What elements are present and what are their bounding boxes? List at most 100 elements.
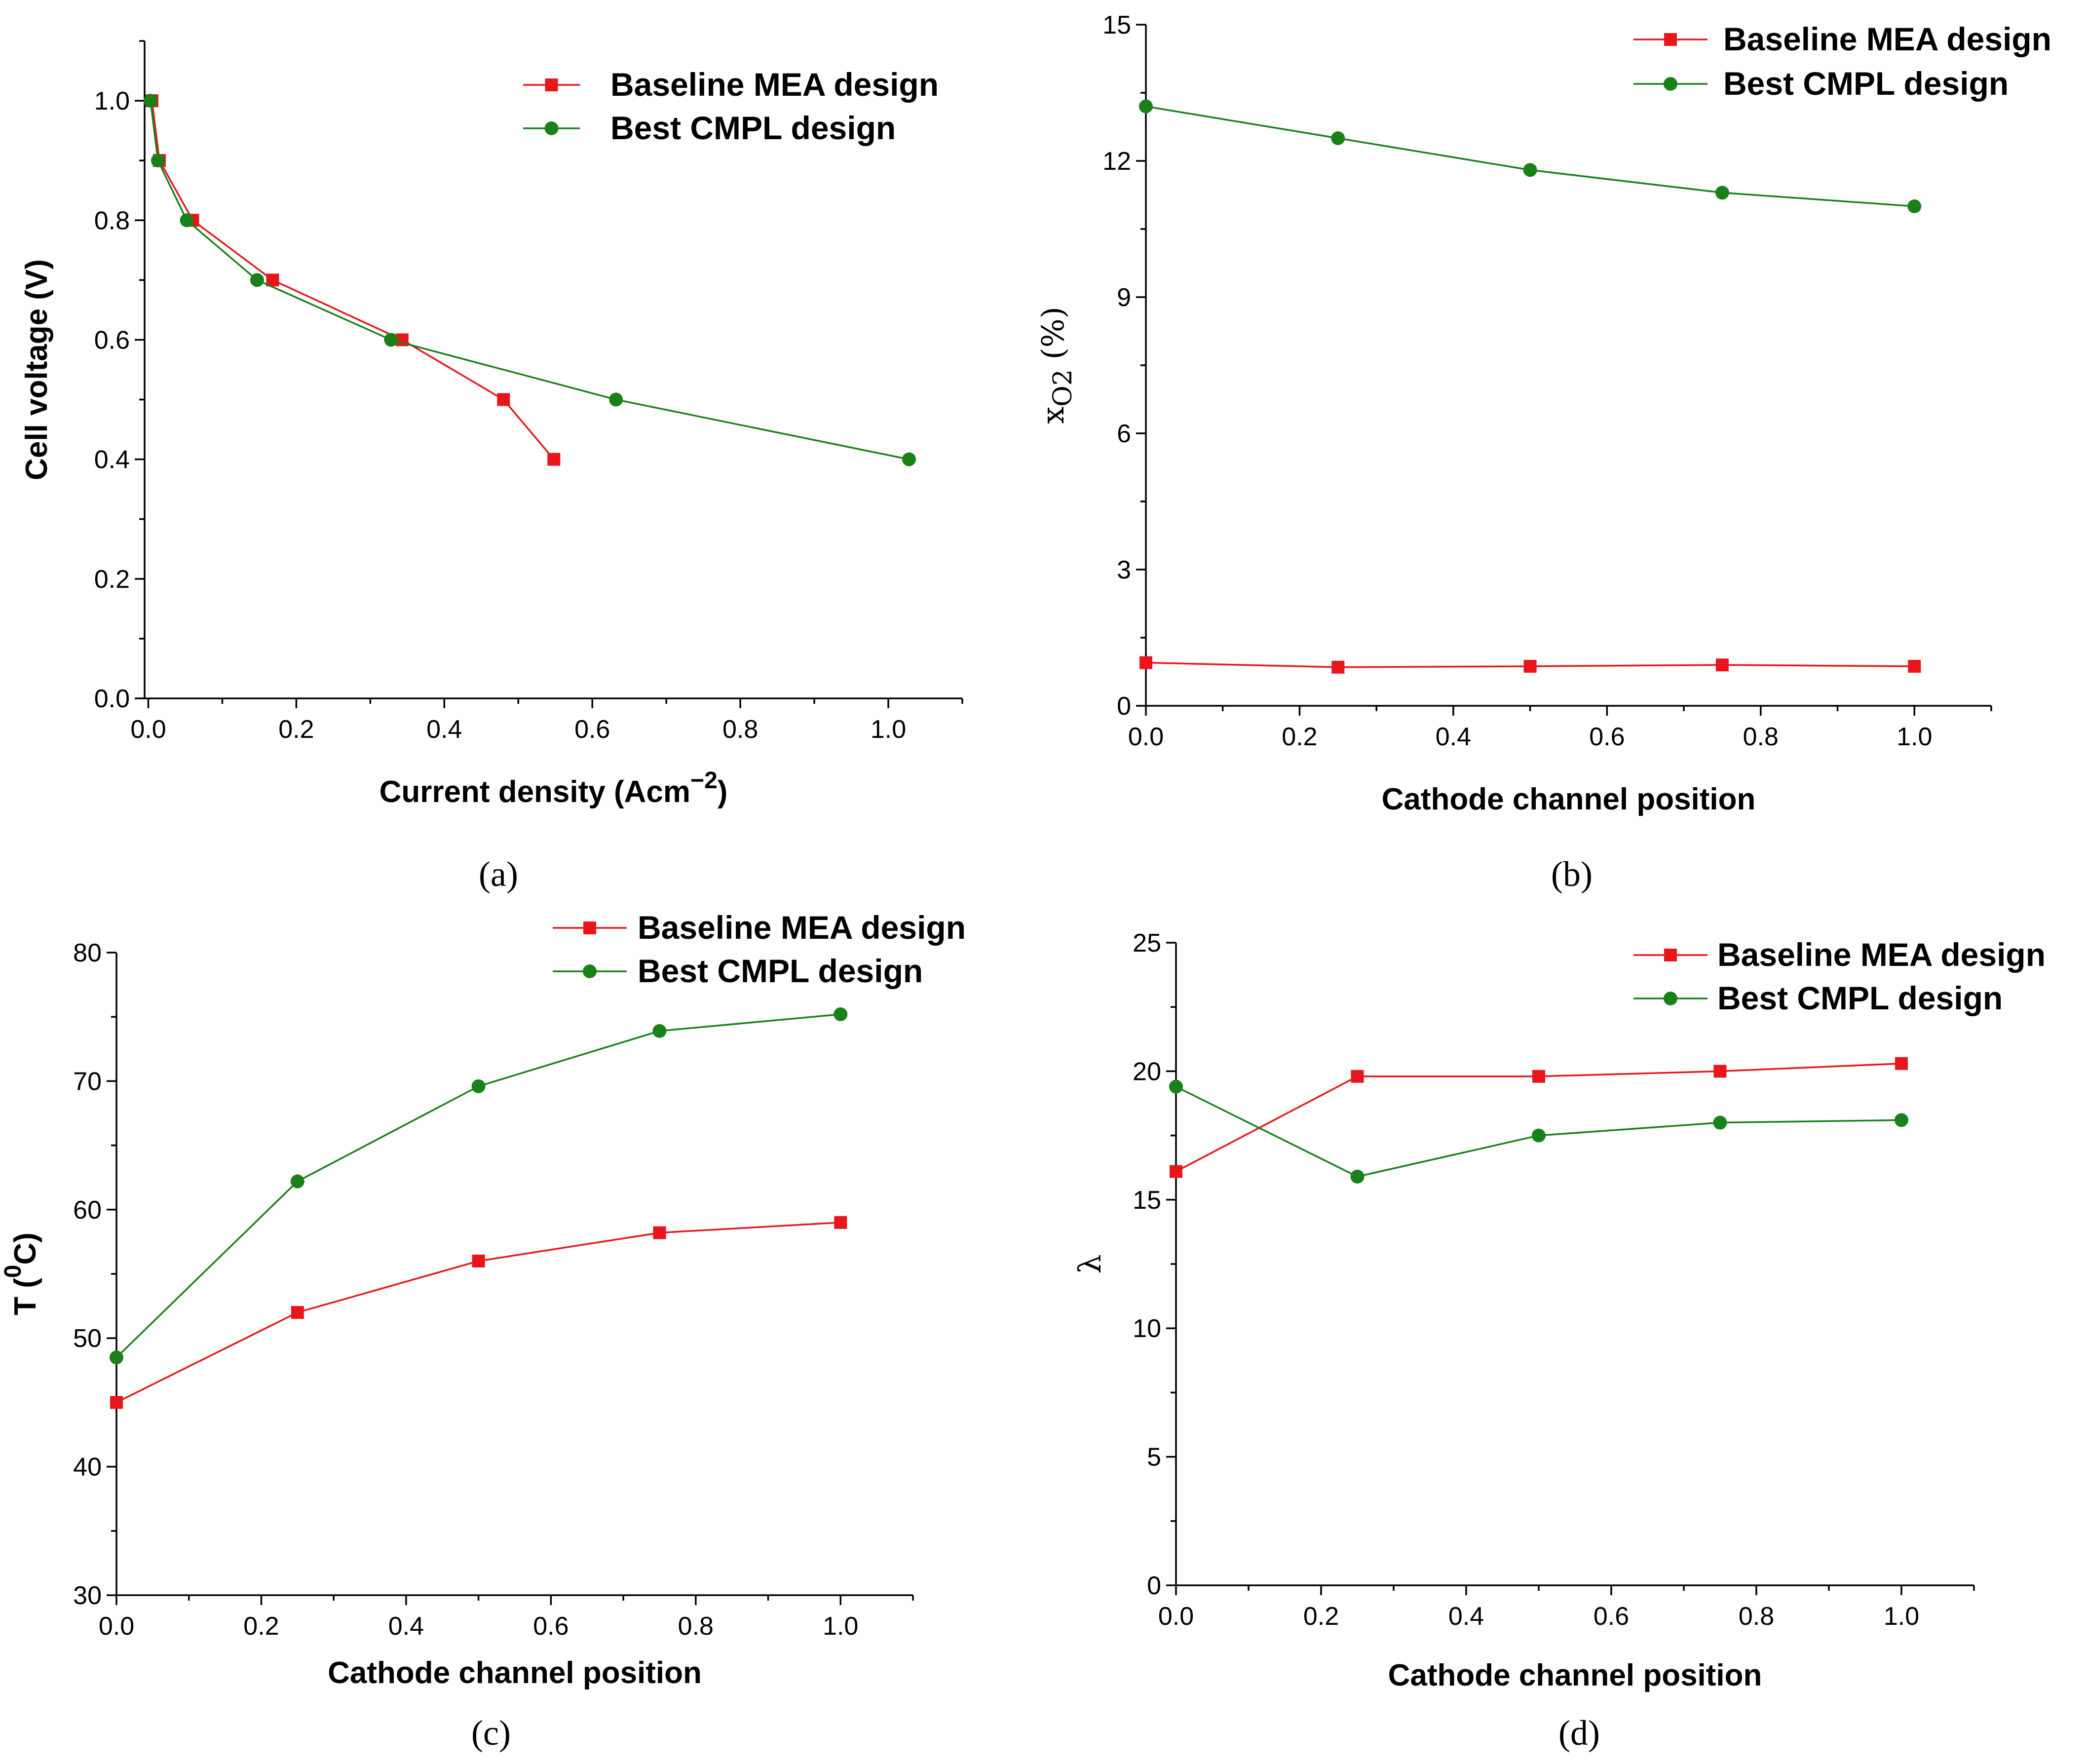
best-data-point [652,1024,667,1038]
legend-baseline-label: Baseline MEA design [610,66,939,103]
best-data-point [1713,1115,1727,1130]
y-tick-label: 12 [1102,147,1131,176]
legend-baseline-marker [1664,949,1677,961]
y-axis-title: λ [1072,1254,1108,1273]
best-series-line [1145,105,1915,207]
x-axis-title-text: Cathode channel position [328,1656,702,1690]
best-data-point [1350,1169,1365,1184]
legend-best-marker [544,121,559,135]
panel-b-oxygen-fraction-chart: 0.0 0.2 0.4 0.6 0.8 1.0 0 3 6 9 12 15 Cathode channe… [1035,11,2051,816]
y-axis-title-text: T ( [8,1278,42,1315]
legend-best-marker [1664,992,1677,1005]
baseline-data-point [547,453,561,466]
legend-best-label: Best CMPL design [1717,980,2003,1016]
baseline-data-point [110,1396,123,1409]
baseline-data-point [653,1226,666,1239]
best-data-point [290,1174,304,1189]
baseline-data-point [472,1254,485,1267]
x-tick-label: 1.0 [871,715,906,744]
legend-baseline-marker [1664,33,1677,46]
y-tick-label: 6 [1117,420,1131,448]
best-series-line [150,100,910,460]
best-data-point [609,392,623,407]
baseline-data-point [1532,1070,1545,1083]
x-tick-label: 0.8 [722,715,758,744]
y-tick-label: 0 [1147,1572,1161,1600]
y-axis-title-text: x [1035,407,1071,424]
legend-best-label: Best CMPL design [638,953,923,989]
x-tick-label: 0.4 [388,1612,424,1641]
x-tick-label: 0.2 [278,715,314,744]
best-data-point [151,153,165,168]
y-tick-label: 15 [1102,11,1131,39]
x-tick-label: 0.6 [533,1612,569,1641]
x-axis-title: Current density (Acm−2) [379,767,728,809]
y-tick-label: 50 [73,1324,102,1353]
y-tick-label: 0.8 [94,206,130,235]
x-axis-title-end: ) [718,775,728,809]
x-tick-label: 0.6 [1589,723,1625,751]
x-tick-label: 0.8 [1743,723,1779,751]
best-data-point [902,452,916,466]
y-tick-label: 30 [73,1581,102,1610]
x-tick-label: 0.0 [99,1612,134,1641]
panel-d-lambda-chart: 0.0 0.2 0.4 0.6 0.8 1.0 0 5 10 15 20 25 Cathode chan… [1072,929,2046,1692]
baseline-data-point [1139,656,1152,669]
panel-c-caption: (c) [471,1713,511,1753]
baseline-data-point [834,1216,847,1229]
baseline-data-point [497,393,510,406]
x-tick-label: 0.2 [1303,1602,1339,1631]
x-tick-label: 0.0 [1128,723,1164,751]
baseline-data-point [291,1306,304,1319]
baseline-data-point [1713,1065,1727,1078]
y-axis-title-end: C) [8,1232,42,1265]
best-data-point [1895,1113,1908,1127]
best-data-point [1523,163,1537,177]
y-axis-title: Cell voltage (V) [20,259,54,480]
x-tick-label: 0.8 [1739,1602,1774,1631]
x-tick-label: 0.0 [1158,1602,1194,1631]
y-tick-label: 40 [73,1453,102,1482]
legend-baseline-label: Baseline MEA design [1717,936,2046,973]
y-tick-label: 5 [1147,1443,1161,1472]
y-tick-label: 10 [1133,1314,1161,1343]
best-series-line [115,1013,841,1358]
x-tick-label: 0.4 [1436,723,1471,751]
y-axis-title-text: Cell voltage (V) [20,259,54,480]
x-tick-label: 0.4 [426,715,462,744]
y-tick-label: 0.0 [94,685,130,713]
best-data-point [1907,199,1922,213]
x-tick-label: 1.0 [1884,1602,1919,1631]
x-axis-title-text: Current density (Acm [379,775,690,809]
y-axis-title: xO2 (%) [1035,307,1078,424]
y-tick-label: 1.0 [94,87,130,115]
y-axis-title-text: λ [1072,1254,1108,1273]
best-data-point [250,273,264,287]
baseline-data-point [1523,659,1537,673]
legend-baseline-label: Baseline MEA design [1723,21,2051,57]
baseline-series-line [151,100,555,460]
y-tick-label: 0.2 [94,565,130,594]
x-tick-label: 0.8 [678,1612,714,1641]
best-data-point [143,94,157,108]
best-data-point [384,333,398,347]
x-tick-label: 0.2 [243,1612,279,1641]
panel-c-temperature-chart: 0.0 0.2 0.4 0.6 0.8 1.0 30 40 50 60 70 80 Cathode ch… [0,909,966,1690]
legend-baseline-label: Baseline MEA design [638,909,966,946]
legend-best-marker [1664,77,1677,91]
legend-best-label: Best CMPL design [610,110,896,146]
legend-best-label: Best CMPL design [1723,65,2009,102]
x-tick-label: 0.2 [1282,723,1317,751]
x-axis-title: Cathode channel position [1382,782,1756,816]
baseline-data-point [1895,1057,1908,1070]
x-tick-label: 0.6 [574,715,610,744]
panel-a-caption: (a) [479,854,518,894]
best-data-point [1532,1128,1546,1143]
y-tick-label: 60 [73,1196,102,1225]
best-data-point [1169,1079,1183,1094]
y-axis-title: T (0C) [0,1232,42,1315]
panel-a-cell-voltage-chart: 0.0 0.2 0.4 0.6 0.8 1.0 0.0 0.2 0.4 0.6 0.8 1.0 Curr… [20,40,963,809]
baseline-data-point [1715,658,1729,672]
x-axis-title: Cathode channel position [328,1656,702,1690]
